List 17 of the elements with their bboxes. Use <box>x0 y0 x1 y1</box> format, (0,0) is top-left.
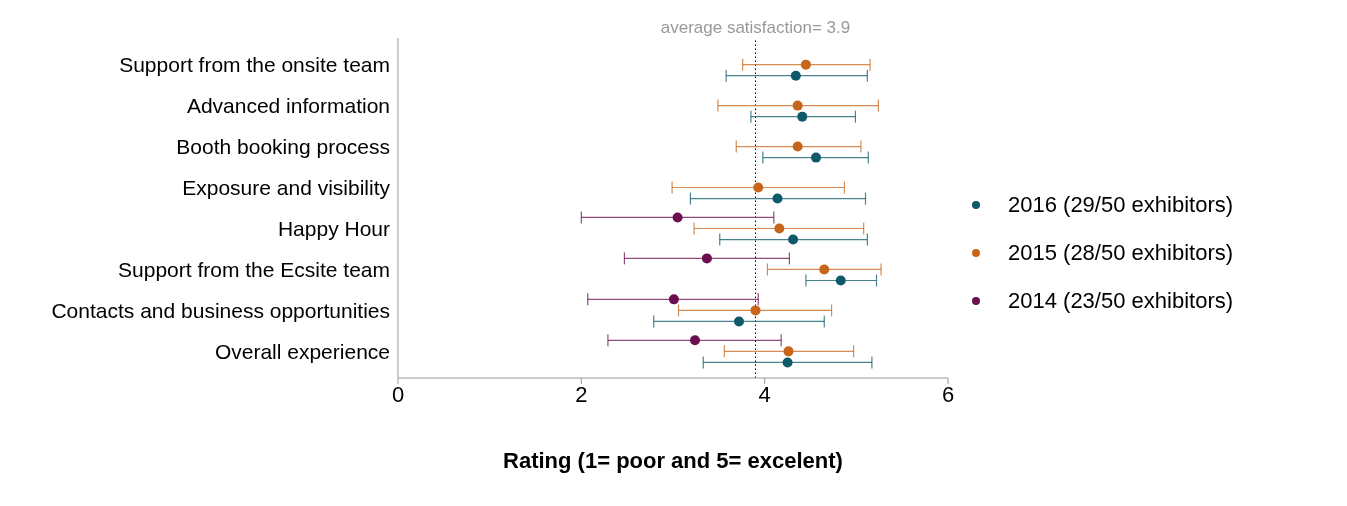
x-tick-label: 6 <box>941 381 955 407</box>
y-tick-label: Exposure and visibility <box>182 175 391 199</box>
legend-label: 2015 (28/50 exhibitors) <box>1008 240 1234 266</box>
y-tick-label: Contacts and business opportunities <box>51 298 390 322</box>
y-tick-label: Support from the onsite team <box>119 53 390 77</box>
x-tick-label: 2 <box>575 381 588 407</box>
ref-line-label: average satisfaction= 3.9 <box>660 18 851 37</box>
x-tick-label: 0 <box>391 381 405 407</box>
legend-label: 2014 (23/50 exhibitors) <box>1008 288 1234 314</box>
x-tick-label: 4 <box>758 381 771 407</box>
legend-label: 2016 (29/50 exhibitors) <box>1008 192 1234 218</box>
y-tick-label: Overall experience <box>214 339 390 363</box>
x-axis-title: Rating (1= poor and 5= excelent) <box>503 448 843 473</box>
y-tick-label: Booth booking process <box>176 135 390 159</box>
y-tick-label: Support from the Ecsite team <box>118 257 390 281</box>
y-tick-label: Advanced information <box>186 94 390 118</box>
y-tick-label: Happy Hour <box>277 216 390 240</box>
